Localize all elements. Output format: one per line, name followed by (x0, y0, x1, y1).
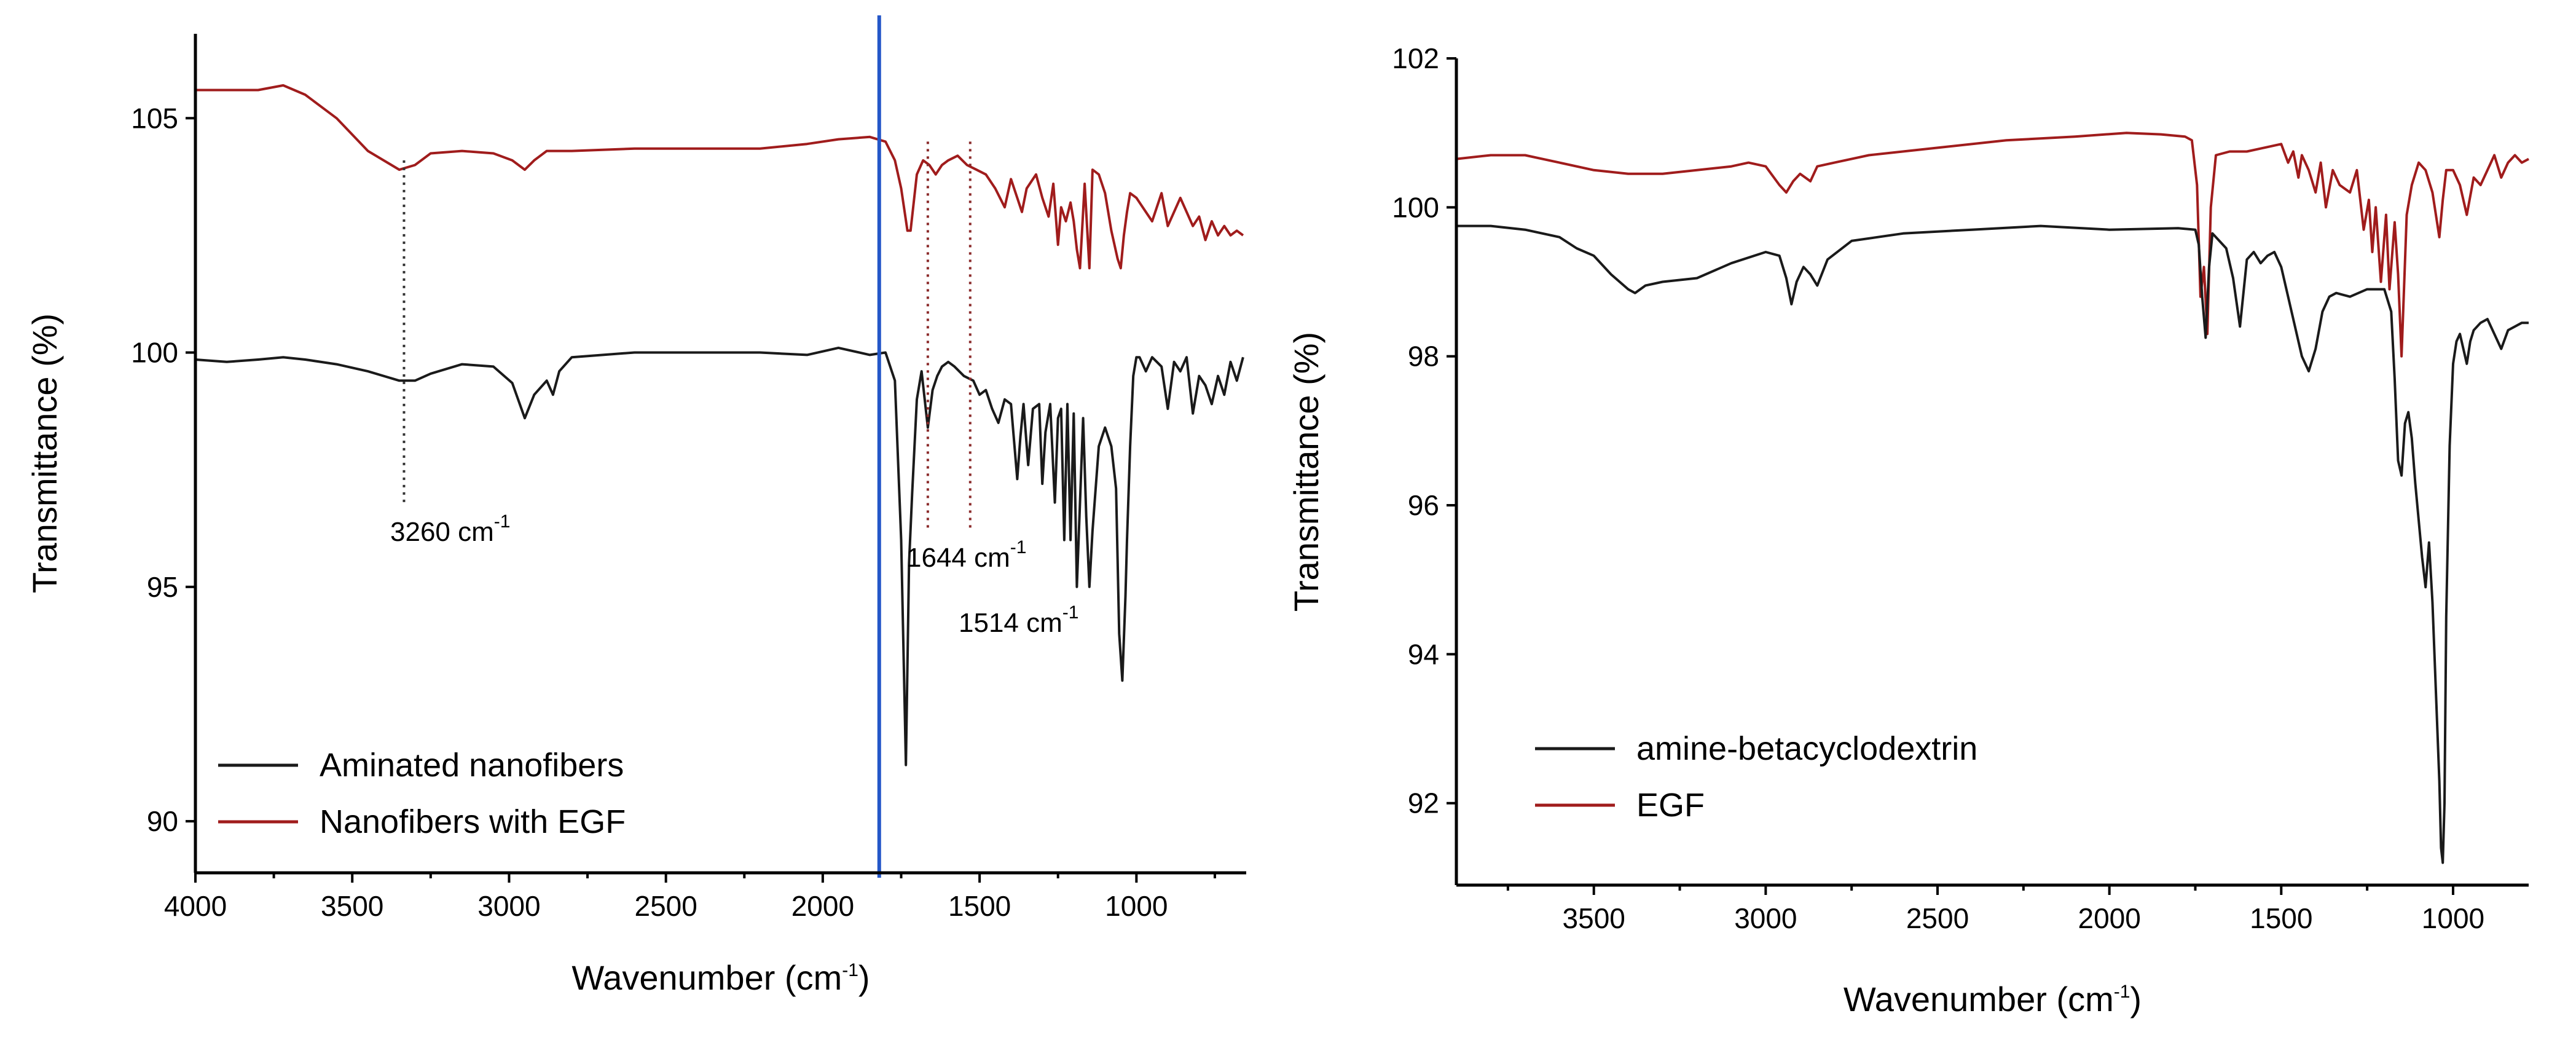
y-tick-label: 100 (1392, 191, 1439, 223)
annotation-label-1: 1644 cm-1 (906, 537, 1026, 573)
y-tick-label: 94 (1408, 638, 1439, 670)
y-axis-title: Transmittance (%) (1287, 332, 1325, 612)
x-axis-title: Wavenumber (cm-1) (571, 958, 870, 997)
x-tick-label: 1000 (1105, 890, 1168, 922)
y-tick-label: 102 (1392, 42, 1439, 74)
y-tick-label: 95 (147, 571, 178, 603)
y-tick-label: 105 (131, 102, 178, 134)
y-tick-label: 92 (1408, 787, 1439, 819)
x-tick-label: 3000 (477, 890, 540, 922)
legend-label: amine-betacyclodextrin (1636, 730, 1977, 767)
x-tick-label: 4000 (164, 890, 227, 922)
series-line-egf (1456, 132, 2529, 358)
x-tick-label: 3500 (1563, 902, 1625, 934)
x-tick-label: 1500 (2250, 902, 2312, 934)
legend-label: Aminated nanofibers (320, 747, 624, 784)
annotation-label-2: 1514 cm-1 (959, 602, 1078, 638)
y-tick-label: 98 (1408, 341, 1439, 372)
y-tick-label: 90 (147, 805, 178, 837)
series-line-amine-betacyclodextrin (1456, 224, 2529, 864)
x-tick-label: 3000 (1734, 902, 1797, 934)
chart-left-transmittance: 3260 cm-1 1644 cm-1 1514 cm-1 4000 3500 3000 2… (25, 15, 1246, 997)
x-tick-label: 2000 (2078, 902, 2140, 934)
x-axis-title: Wavenumber (cm-1) (1844, 980, 2142, 1018)
x-tick-label: 2500 (1906, 902, 1969, 934)
annotation-label-0: 3260 cm-1 (390, 511, 510, 547)
x-tick-label: 3500 (321, 890, 383, 922)
x-tick-label: 1500 (948, 890, 1011, 922)
legend-label: Nanofibers with EGF (320, 803, 626, 840)
series-line-aminated-nanofibers (195, 346, 1244, 766)
x-tick-label: 2000 (791, 890, 854, 922)
y-axis-title: Transmittance (%) (25, 313, 64, 593)
x-tick-label: 2500 (634, 890, 697, 922)
series-line-nanofibers-with-egf (195, 84, 1244, 270)
y-tick-label: 100 (131, 337, 178, 369)
legend-label: EGF (1636, 787, 1705, 824)
chart-right-transmittance: 3500 3000 2500 2000 1500 1000 92 94 96 98 100 102 Wa… (1287, 42, 2529, 1018)
y-tick-label: 96 (1408, 489, 1439, 521)
x-tick-label: 1000 (2422, 902, 2484, 934)
